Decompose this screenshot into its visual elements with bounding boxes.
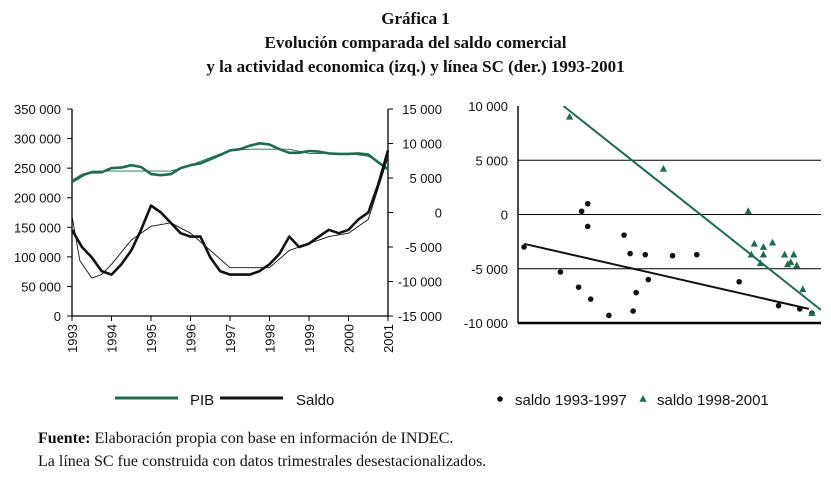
right-tick-label: -10 000 — [398, 275, 442, 290]
point-1998-2001 — [793, 261, 801, 269]
point-1993-1997 — [669, 252, 676, 259]
left-tick-label: 0 — [54, 309, 61, 324]
right-tick-label: -5 000 — [405, 240, 442, 255]
point-1998-2001 — [759, 250, 768, 258]
point-1993-1997 — [627, 250, 633, 257]
trend-line-1993-1997 — [523, 242, 810, 310]
scatter-y-tick-label: 10 000 — [468, 99, 508, 114]
point-1998-2001 — [799, 285, 807, 293]
source-note: Fuente: Elaboración propia con base en i… — [38, 428, 453, 450]
right-tick-label: -15 000 — [398, 309, 442, 324]
scatter-y-tick-label: -10 000 — [464, 316, 508, 331]
scatter-chart: 10 000 5 000 0 -5 000 -10 000 — [464, 99, 821, 331]
x-tick-label: 1993 — [65, 324, 80, 353]
method-note: La línea SC fue construida con datos tri… — [38, 453, 487, 470]
point-1993-1997 — [606, 312, 612, 319]
x-tick-label: 1996 — [184, 324, 199, 353]
point-1993-1997 — [633, 289, 639, 296]
pib-line-thin — [71, 148, 389, 184]
left-tick-label: 50 000 — [21, 279, 61, 294]
point-1993-1997 — [587, 296, 594, 302]
legend-triangle-marker — [639, 395, 647, 402]
point-1993-1997 — [578, 208, 585, 215]
point-1993-1997 — [736, 278, 742, 285]
point-1993-1997 — [521, 244, 527, 250]
legend-circle-marker — [497, 396, 503, 402]
right-tick-label: 0 — [435, 206, 442, 221]
point-1993-1997 — [557, 269, 564, 275]
point-1998-2001 — [808, 309, 816, 317]
legend-1993-1997-label: saldo 1993-1997 — [515, 392, 627, 409]
x-tick-label: 1995 — [144, 324, 159, 353]
x-tick-label: 2001 — [381, 324, 396, 353]
point-1998-2001 — [784, 260, 792, 268]
point-1993-1997 — [621, 232, 627, 238]
left-tick-label: 300 000 — [14, 132, 61, 147]
x-tick-label: 1994 — [105, 324, 120, 353]
point-1998-2001 — [759, 243, 768, 250]
chart-number: Gráfica 1 — [381, 9, 450, 28]
legend-pib-label: PIB — [190, 392, 214, 409]
point-1993-1997 — [775, 302, 782, 309]
source-label: Fuente: — [38, 430, 91, 447]
legend-saldo-label: Saldo — [296, 392, 334, 409]
point-1998-2001 — [768, 238, 777, 246]
left-tick-label: 150 000 — [14, 220, 61, 235]
sc-line-1998-2001 — [562, 106, 821, 311]
source-text: Elaboración propia con base en informaci… — [90, 430, 454, 447]
left-tick-label: 250 000 — [14, 161, 61, 176]
line-chart: 0 50 000 100 000 150 000 200 000 250 000 300 0… — [14, 102, 442, 353]
point-1998-2001 — [744, 207, 752, 215]
scatter-y-tick-label: 0 — [501, 208, 508, 223]
left-tick-label: 200 000 — [14, 191, 61, 206]
saldo-line — [70, 150, 390, 276]
point-1993-1997 — [575, 284, 582, 290]
scatter-y-tick-label: 5 000 — [475, 153, 508, 168]
point-1993-1997 — [584, 223, 591, 230]
point-1993-1997 — [693, 251, 700, 258]
point-1998-2001 — [750, 239, 758, 247]
point-1998-2001 — [787, 258, 795, 266]
point-1998-2001 — [756, 259, 764, 267]
x-tick-label: 1999 — [302, 324, 317, 353]
right-tick-label: 15 000 — [402, 102, 442, 117]
point-1998-2001 — [747, 250, 755, 258]
right-tick-label: 5 000 — [409, 171, 442, 186]
legend-1998-2001-label: saldo 1998-2001 — [657, 392, 769, 409]
point-1998-2001 — [565, 112, 574, 120]
x-tick-label: 2000 — [342, 324, 357, 353]
saldo-line-thin — [71, 157, 389, 279]
chart-title: Evolución comparada del saldo comercial — [264, 33, 567, 52]
point-1998-2001 — [781, 250, 789, 258]
left-tick-label: 350 000 — [14, 102, 61, 117]
legend: PIB Saldo saldo 1993-1997 saldo 1998-2001 — [115, 392, 769, 409]
left-tick-label: 100 000 — [14, 250, 61, 265]
point-1998-2001 — [790, 250, 798, 258]
point-1993-1997 — [630, 308, 636, 314]
scatter-y-tick-label: -5 000 — [471, 262, 508, 277]
x-tick-label: 1998 — [263, 324, 278, 353]
point-1993-1997 — [645, 276, 652, 283]
x-tick-label: 1997 — [223, 324, 238, 353]
chart-subtitle: y la actividad economica (izq.) y línea … — [206, 57, 625, 76]
point-1993-1997 — [642, 251, 649, 258]
point-1993-1997 — [584, 200, 591, 207]
point-1993-1997 — [796, 306, 803, 312]
pib-line — [71, 142, 389, 183]
point-1998-2001 — [659, 164, 668, 172]
right-tick-label: 10 000 — [402, 137, 442, 152]
